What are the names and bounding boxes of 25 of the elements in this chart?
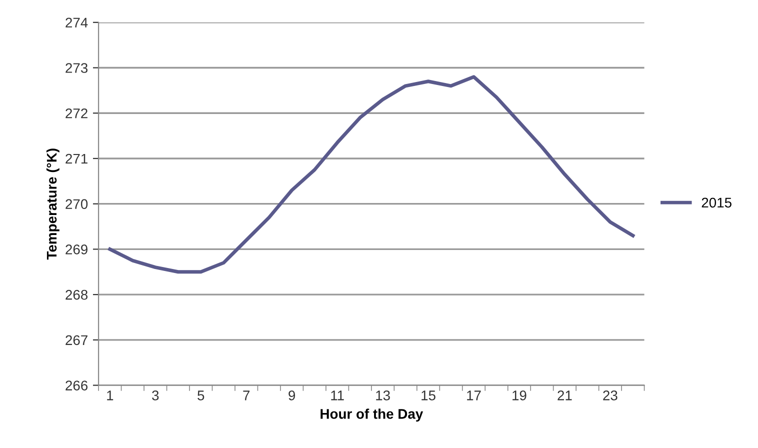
y-tick-label: 269 <box>66 244 88 254</box>
y-tick-label: 273 <box>66 63 88 73</box>
x-tick-label: 13 <box>376 390 390 400</box>
x-tick-label: 23 <box>603 390 618 400</box>
x-tick-label: 15 <box>422 390 436 400</box>
y-tick-label: 274 <box>66 18 88 28</box>
x-tick-label: 21 <box>558 390 572 400</box>
y-tick-label: 266 <box>66 380 88 390</box>
x-tick-label: 5 <box>198 390 204 400</box>
x-tick-label: 11 <box>331 390 344 400</box>
x-tick-label: 3 <box>152 390 159 400</box>
y-tick-label: 268 <box>66 290 88 300</box>
y-tick-label: 271 <box>66 154 88 164</box>
y-tick-label: 270 <box>66 199 88 210</box>
line-series <box>108 75 635 274</box>
x-tick-label: 9 <box>288 390 296 400</box>
y-tick-label: 267 <box>66 335 88 346</box>
x-axis-title: Hour of the Day <box>320 408 424 422</box>
x-tick-label: 1 <box>107 390 114 400</box>
y-tick-label: 272 <box>66 108 88 118</box>
legend-label: 2015 <box>702 198 732 208</box>
x-tick-label: 7 <box>243 390 250 400</box>
x-tick-label: 19 <box>512 390 526 400</box>
y-axis-title: Temperature (°K) <box>46 148 60 260</box>
x-tick-label: 17 <box>467 390 481 400</box>
